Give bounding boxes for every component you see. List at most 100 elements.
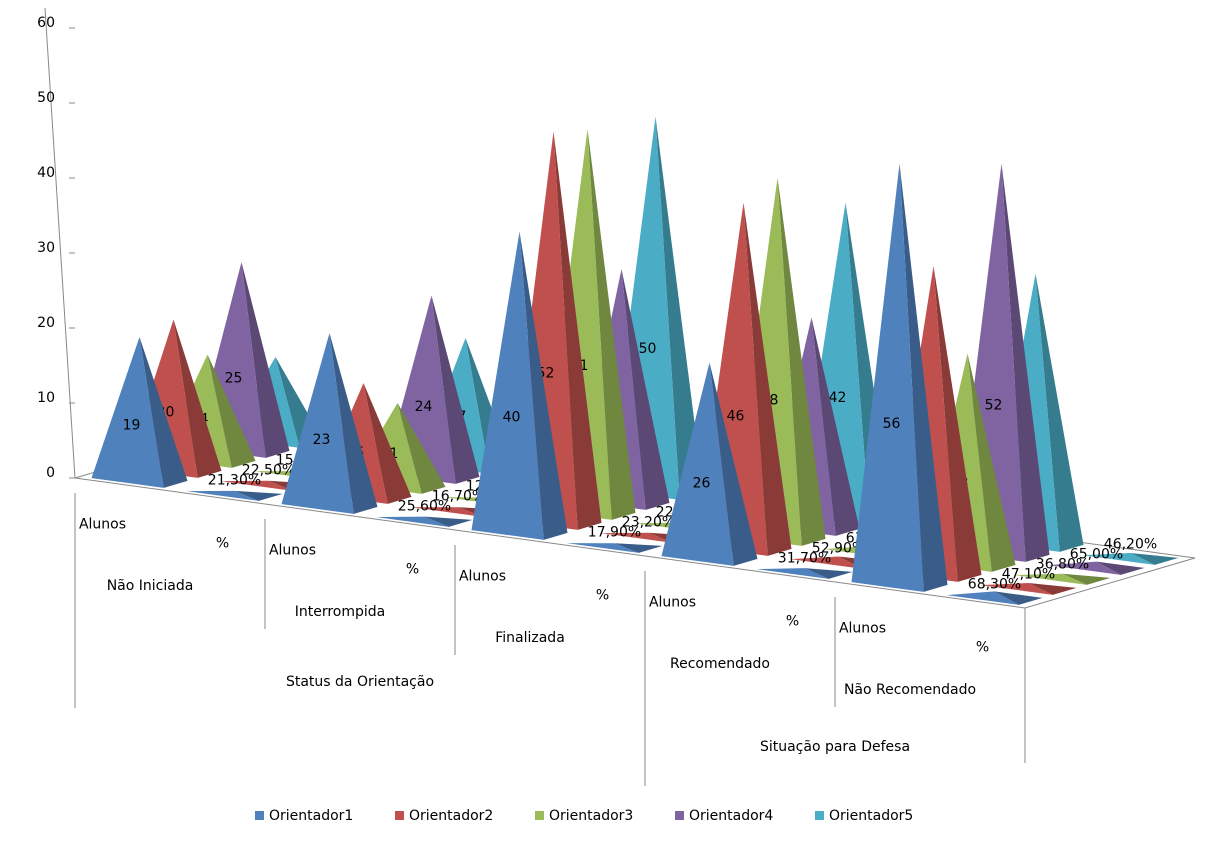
- pyramid-front: [471, 231, 544, 540]
- pyramid-front: [186, 490, 259, 501]
- data-label: 65,00%: [1070, 547, 1123, 563]
- pyramid-side: [899, 163, 948, 592]
- legend-label: Orientador2: [409, 808, 493, 824]
- group-label: Interrompida: [295, 604, 386, 620]
- pyramid-front: [376, 516, 449, 527]
- group-label: Não Recomendado: [844, 682, 976, 698]
- pyramid-side: [811, 317, 860, 536]
- data-label: 25,60%: [398, 499, 451, 515]
- pyramid-front: [566, 543, 639, 553]
- pyramid-side: [234, 490, 283, 501]
- pyramid-side: [519, 231, 568, 540]
- data-label: 50: [639, 341, 657, 357]
- y-tick-label: 60: [37, 15, 55, 31]
- x-tick-label: Alunos: [839, 621, 886, 637]
- x-tick-label: Alunos: [649, 595, 696, 611]
- group-label: Recomendado: [670, 656, 770, 672]
- pyramid-front: [851, 163, 924, 592]
- legend-swatch: [815, 811, 824, 820]
- data-label: 24: [415, 399, 433, 415]
- legend-swatch: [255, 811, 264, 820]
- pyramid-front: [1082, 553, 1155, 565]
- pyramid-side: [553, 131, 602, 530]
- data-label: 40: [503, 410, 521, 426]
- pyramid-side: [1062, 573, 1111, 585]
- data-label: 68,30%: [968, 577, 1021, 593]
- data-label: 23: [313, 432, 331, 448]
- pyramid: [91, 337, 188, 488]
- pyramid-front: [1014, 573, 1087, 585]
- group-label: Finalizada: [495, 630, 565, 646]
- pyramid-front: [1048, 561, 1121, 575]
- data-label: 46: [727, 408, 745, 424]
- data-label: 42: [829, 390, 847, 406]
- pyramid-side: [1028, 583, 1077, 595]
- data-label: 52: [985, 397, 1003, 413]
- legend-swatch: [535, 811, 544, 820]
- legend-label: Orientador1: [269, 808, 353, 824]
- pyramid-front: [220, 480, 293, 491]
- pyramid: [1048, 561, 1145, 575]
- pyramid-side: [139, 337, 188, 488]
- x-tick-label: %: [786, 614, 799, 630]
- y-tick-label: 20: [37, 315, 55, 331]
- pyramid: [566, 543, 663, 553]
- pyramid-side: [621, 269, 670, 510]
- legend-label: Orientador5: [829, 808, 913, 824]
- data-label: 47,10%: [1002, 567, 1055, 583]
- pyramid: [471, 231, 568, 540]
- data-label: 26: [693, 475, 711, 491]
- pyramid-side: [614, 543, 663, 553]
- pyramid-side: [655, 116, 704, 500]
- x-tick-label: Alunos: [269, 543, 316, 559]
- pyramid-side: [1001, 163, 1050, 562]
- pyramid-front: [91, 337, 164, 488]
- pyramid-front: [281, 333, 354, 514]
- pyramid: [946, 591, 1043, 605]
- y-tick-label: 50: [37, 90, 55, 106]
- x-tick-label: %: [216, 536, 229, 552]
- data-label: 56: [883, 416, 901, 432]
- pyramid: [661, 362, 758, 566]
- pyramid-side: [424, 516, 473, 527]
- pyramid-side: [1035, 273, 1084, 552]
- data-label: 21,30%: [208, 473, 261, 489]
- pyramid-side: [967, 353, 1016, 572]
- y-tick-label: 40: [37, 165, 55, 181]
- data-label: 46,20%: [1104, 537, 1157, 553]
- pyramid: [281, 333, 378, 514]
- y-tick-label: 10: [37, 390, 55, 406]
- legend-swatch: [395, 811, 404, 820]
- pyramid-side: [709, 362, 758, 566]
- super-group-label: Situação para Defesa: [760, 739, 910, 755]
- pyramid: [1014, 573, 1111, 585]
- pyramid-front: [410, 507, 483, 517]
- pyramid-front: [756, 568, 829, 579]
- y-tick-label: 0: [46, 465, 55, 481]
- pyramid-front: [600, 532, 673, 543]
- pyramid-side: [207, 354, 256, 468]
- legend-label: Orientador3: [549, 808, 633, 824]
- pyramid-side: [743, 202, 792, 556]
- group-label: Não Iniciada: [107, 578, 194, 594]
- x-tick-label: %: [976, 640, 989, 656]
- data-label: 36,80%: [1036, 557, 1089, 573]
- pyramid-side: [804, 568, 853, 579]
- x-tick-label: %: [406, 562, 419, 578]
- pyramid-side: [994, 591, 1043, 605]
- pyramid-front: [790, 556, 863, 569]
- pyramid-side: [1096, 561, 1145, 575]
- pyramid: [980, 583, 1077, 595]
- pyramid-side: [241, 262, 290, 458]
- data-label: 16,70%: [432, 489, 485, 505]
- legend-swatch: [675, 811, 684, 820]
- data-label: 17,90%: [588, 525, 641, 541]
- pyramid-side: [173, 319, 222, 478]
- pyramid: [376, 516, 473, 527]
- pyramid-side: [933, 266, 982, 582]
- pyramid-side: [1130, 553, 1179, 565]
- pyramid-front: [661, 362, 734, 566]
- pyramid: [851, 163, 948, 592]
- pyramid-front: [946, 591, 1019, 605]
